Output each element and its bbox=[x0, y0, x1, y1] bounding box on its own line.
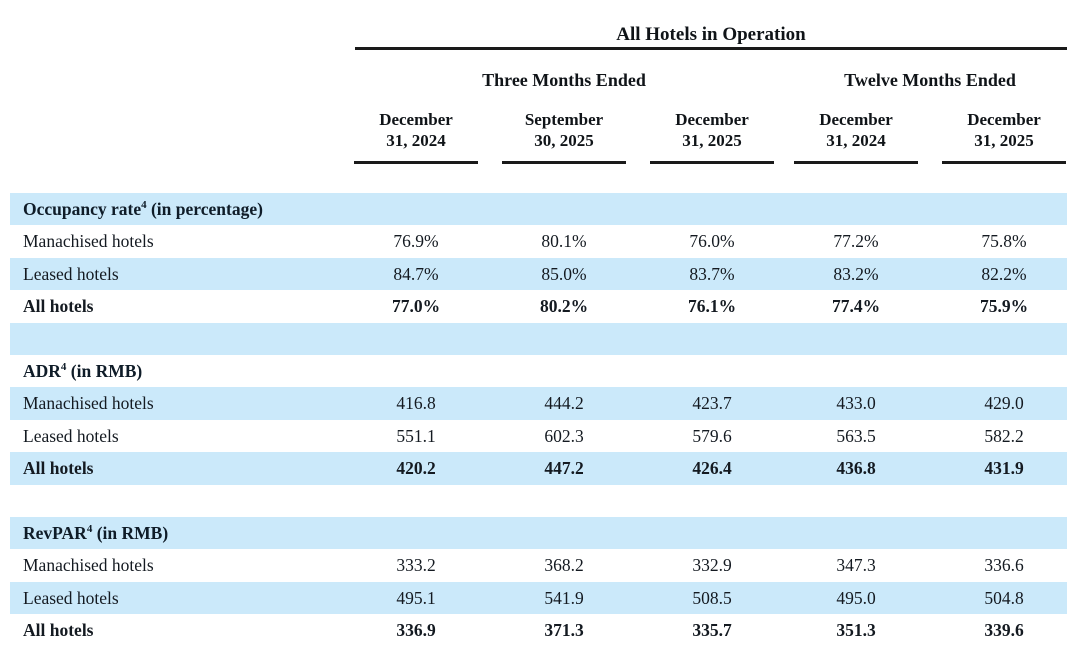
section-title: ADR4 (in RMB) bbox=[23, 360, 143, 381]
cell-value: 77.0% bbox=[391, 296, 441, 317]
cell-value: 551.1 bbox=[396, 425, 436, 446]
cell-value: 433.0 bbox=[836, 393, 876, 414]
row-label: Leased hotels bbox=[23, 587, 119, 608]
spacer-row bbox=[10, 484, 1067, 517]
row-label: All hotels bbox=[23, 458, 94, 479]
cell-value: 75.8% bbox=[981, 231, 1027, 252]
table-row: Leased hotels 495.1 541.9 508.5 495.0 504.8 bbox=[10, 581, 1067, 615]
cell-value: 336.9 bbox=[396, 620, 436, 641]
footnote-marker: 4 bbox=[141, 199, 147, 212]
section-header-row: Occupancy rate4 (in percentage) bbox=[10, 193, 1067, 226]
cell-value: 75.9% bbox=[979, 296, 1029, 317]
cell-value: 76.9% bbox=[393, 231, 439, 252]
cell-value: 335.7 bbox=[692, 620, 732, 641]
cell-value: 77.2% bbox=[833, 231, 879, 252]
cell-value: 84.7% bbox=[393, 263, 439, 284]
column-header: December 31, 2025 bbox=[942, 109, 1066, 164]
row-label: All hotels bbox=[23, 296, 94, 317]
cell-value: 85.0% bbox=[541, 263, 587, 284]
row-label: Leased hotels bbox=[23, 425, 119, 446]
cell-value: 333.2 bbox=[396, 555, 436, 576]
column-header: December 31, 2024 bbox=[354, 109, 478, 164]
section-header-row: RevPAR4 (in RMB) bbox=[10, 516, 1067, 550]
cell-value: 495.1 bbox=[396, 587, 436, 608]
cell-value: 83.7% bbox=[689, 263, 735, 284]
cell-value: 602.3 bbox=[544, 425, 584, 446]
row-label: All hotels bbox=[23, 620, 94, 641]
title-rule bbox=[355, 47, 1067, 50]
cell-value: 332.9 bbox=[692, 555, 732, 576]
cell-value: 447.2 bbox=[544, 458, 584, 479]
table-row: Manachised hotels 76.9% 80.1% 76.0% 77.2% 75.… bbox=[10, 225, 1067, 258]
cell-value: 76.0% bbox=[689, 231, 735, 252]
row-label: Leased hotels bbox=[23, 263, 119, 284]
cell-value: 579.6 bbox=[692, 425, 732, 446]
cell-value: 436.8 bbox=[836, 458, 876, 479]
table-row: Leased hotels 84.7% 85.0% 83.7% 83.2% 82.2% bbox=[10, 257, 1067, 291]
cell-value: 541.9 bbox=[544, 587, 584, 608]
table-row: Manachised hotels 416.8 444.2 423.7 433.0 429… bbox=[10, 387, 1067, 420]
table-row: All hotels 420.2 447.2 426.4 436.8 431.9 bbox=[10, 452, 1067, 485]
footnote-marker: 4 bbox=[60, 361, 67, 374]
table-title: All Hotels in Operation bbox=[616, 24, 806, 45]
cell-value: 347.3 bbox=[836, 555, 876, 576]
cell-value: 351.3 bbox=[836, 620, 876, 641]
column-header: December 31, 2024 bbox=[794, 109, 918, 164]
cell-value: 83.2% bbox=[833, 263, 879, 284]
spacer-row bbox=[10, 322, 1067, 355]
table-row: Leased hotels 551.1 602.3 579.6 563.5 582.2 bbox=[10, 419, 1067, 453]
cell-value: 426.4 bbox=[692, 458, 732, 479]
column-header: September 30, 2025 bbox=[502, 109, 626, 164]
cell-value: 444.2 bbox=[544, 393, 584, 414]
cell-value: 429.0 bbox=[984, 393, 1024, 414]
table-body: Occupancy rate4 (in percentage) Manachise… bbox=[10, 193, 1067, 647]
cell-value: 582.2 bbox=[984, 425, 1024, 446]
cell-value: 80.2% bbox=[539, 296, 589, 317]
cell-value: 508.5 bbox=[692, 587, 732, 608]
cell-value: 420.2 bbox=[396, 458, 436, 479]
cell-value: 563.5 bbox=[836, 425, 876, 446]
cell-value: 423.7 bbox=[692, 393, 732, 414]
row-label: Manachised hotels bbox=[23, 231, 154, 252]
cell-value: 82.2% bbox=[981, 263, 1027, 284]
section-title: RevPAR4 (in RMB) bbox=[23, 522, 169, 543]
row-label: Manachised hotels bbox=[23, 555, 154, 576]
column-header: December 31, 2025 bbox=[650, 109, 774, 164]
cell-value: 76.1% bbox=[687, 296, 737, 317]
table-row: All hotels 77.0% 80.2% 76.1% 77.4% 75.9% bbox=[10, 290, 1067, 323]
cell-value: 336.6 bbox=[984, 555, 1024, 576]
section-title: Occupancy rate4 (in percentage) bbox=[23, 199, 263, 219]
footnote-marker: 4 bbox=[86, 523, 93, 536]
cell-value: 77.4% bbox=[831, 296, 881, 317]
cell-value: 371.3 bbox=[544, 620, 584, 641]
cell-value: 495.0 bbox=[836, 587, 876, 608]
cell-value: 339.6 bbox=[984, 620, 1024, 641]
cell-value: 431.9 bbox=[984, 458, 1024, 479]
section-header-row: ADR4 (in RMB) bbox=[10, 354, 1067, 388]
cell-value: 80.1% bbox=[541, 231, 587, 252]
cell-value: 368.2 bbox=[544, 555, 584, 576]
cell-value: 416.8 bbox=[396, 393, 436, 414]
table-row: Manachised hotels 333.2 368.2 332.9 347.3 336… bbox=[10, 549, 1067, 582]
table-row: All hotels 336.9 371.3 335.7 351.3 339.6 bbox=[10, 614, 1067, 647]
group-header-twelve-months: Twelve Months Ended bbox=[844, 70, 1016, 90]
row-label: Manachised hotels bbox=[23, 393, 154, 414]
cell-value: 504.8 bbox=[984, 587, 1024, 608]
group-header-three-months: Three Months Ended bbox=[482, 70, 646, 90]
